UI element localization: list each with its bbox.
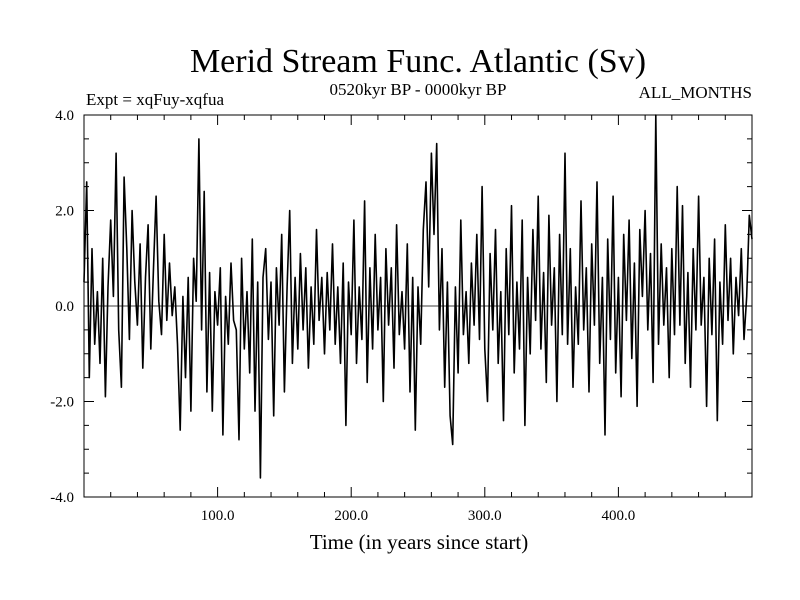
expt-label: Expt = xqFuy-xqfua <box>86 90 224 109</box>
x-tick-label: 300.0 <box>468 508 502 524</box>
y-tick-label: 0.0 <box>55 299 74 315</box>
x-axis-label: Time (in years since start) <box>310 530 529 554</box>
time-range-label: 0520kyr BP - 0000kyr BP <box>330 80 507 99</box>
y-tick-label: 2.0 <box>55 204 74 220</box>
x-tick-label: 200.0 <box>334 508 368 524</box>
series-line <box>83 114 753 479</box>
y-tick-label: -4.0 <box>50 490 74 506</box>
months-label: ALL_MONTHS <box>639 83 752 102</box>
y-tick-label: -2.0 <box>50 395 74 411</box>
y-tick-label: 4.0 <box>55 108 74 124</box>
x-tick-label: 400.0 <box>602 508 636 524</box>
x-tick-label: 100.0 <box>201 508 235 524</box>
chart-title: Merid Stream Func. Atlantic (Sv) <box>190 43 646 80</box>
plot-area: 4.0 2.0 0.0 -2.0 -4.0 100.0 200.0 300.0 400.0 <box>50 108 753 524</box>
